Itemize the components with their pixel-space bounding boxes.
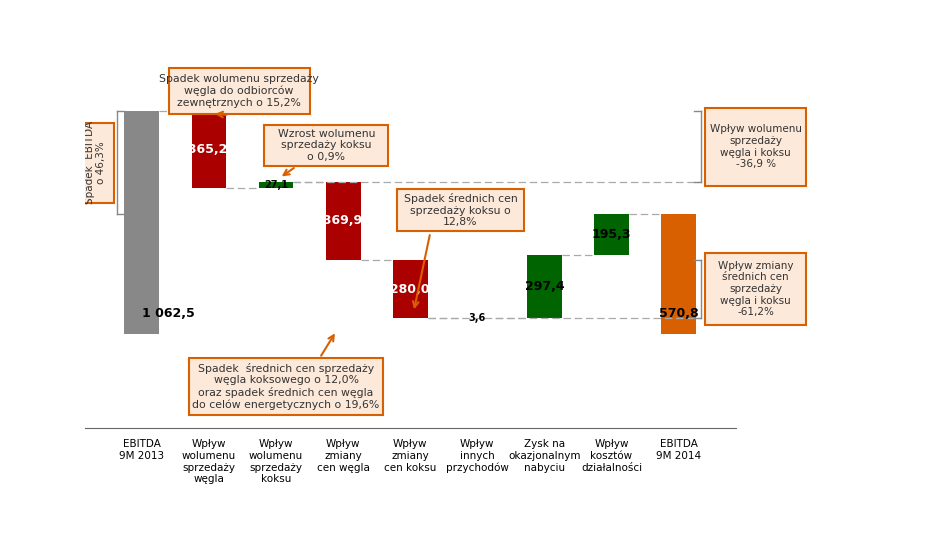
- Text: (365,2): (365,2): [183, 143, 235, 156]
- Text: (280,0): (280,0): [385, 283, 436, 295]
- Bar: [393, 260, 427, 318]
- Text: (369,9): (369,9): [318, 215, 369, 227]
- Bar: [527, 255, 562, 318]
- Text: Wpływ zmiany
średnich cen
sprzedaży
węgla i koksu
-61,2%: Wpływ zmiany średnich cen sprzedaży węgl…: [718, 261, 793, 317]
- Text: Spadek wolumenu sprzedaży
węgla do odbiorców
zewnętrznych o 15,2%: Spadek wolumenu sprzedaży węgla do odbio…: [159, 74, 319, 108]
- Text: 1 062,5: 1 062,5: [141, 306, 194, 320]
- Bar: [594, 215, 629, 255]
- Bar: [258, 182, 293, 188]
- Text: 195,3: 195,3: [591, 228, 631, 242]
- FancyBboxPatch shape: [705, 254, 806, 324]
- Bar: [661, 215, 696, 334]
- FancyBboxPatch shape: [169, 68, 309, 114]
- Text: Wpływ wolumenu
sprzedaży
węgla i koksu
-36,9 %: Wpływ wolumenu sprzedaży węgla i koksu -…: [710, 125, 802, 169]
- Text: 3,6: 3,6: [469, 313, 486, 323]
- Text: 297,4: 297,4: [524, 280, 564, 293]
- Text: Spadek średnich cen
sprzedaży koksu o
12,8%: Spadek średnich cen sprzedaży koksu o 12…: [404, 193, 518, 227]
- FancyBboxPatch shape: [77, 123, 114, 203]
- FancyBboxPatch shape: [705, 108, 806, 186]
- FancyBboxPatch shape: [189, 358, 384, 414]
- Bar: [124, 111, 159, 334]
- Text: 570,8: 570,8: [659, 306, 699, 320]
- Bar: [191, 111, 226, 188]
- Text: Wzrost wolumenu
sprzedaży koksu
o 0,9%: Wzrost wolumenu sprzedaży koksu o 0,9%: [277, 129, 375, 162]
- FancyBboxPatch shape: [397, 189, 524, 231]
- Text: 27,1: 27,1: [264, 180, 288, 190]
- Text: Spadek  EBITDA
o 46,3%: Spadek EBITDA o 46,3%: [85, 121, 107, 204]
- Bar: [325, 182, 360, 260]
- Text: Spadek  średnich cen sprzedaży
węgla koksowego o 12,0%
oraz spadek średnich cen : Spadek średnich cen sprzedaży węgla koks…: [192, 362, 380, 410]
- FancyBboxPatch shape: [264, 125, 389, 166]
